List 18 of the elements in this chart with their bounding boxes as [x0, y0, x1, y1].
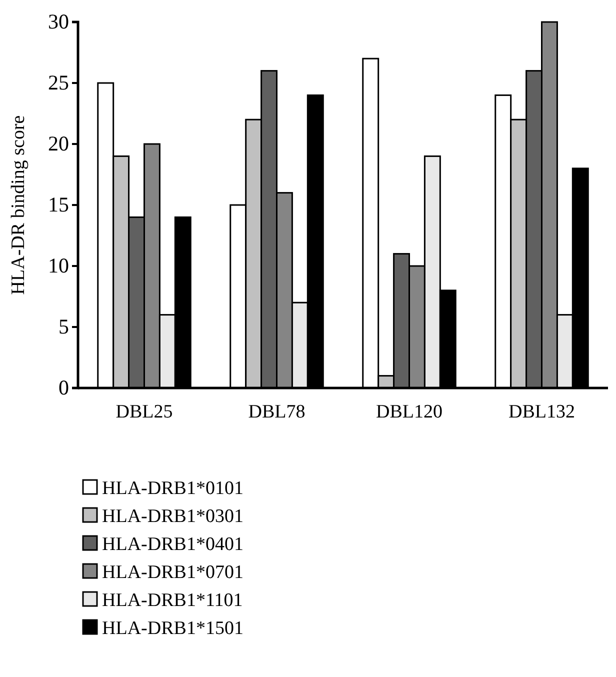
- y-tick-label: 10: [48, 254, 69, 278]
- y-tick-label: 0: [58, 376, 69, 400]
- legend-label: HLA-DRB1*0401: [102, 534, 244, 555]
- legend-label: HLA-DRB1*1101: [102, 590, 243, 611]
- legend-label: HLA-DRB1*0301: [102, 506, 244, 527]
- y-tick-label: 20: [48, 132, 69, 156]
- legend-label: HLA-DRB1*1501: [102, 618, 244, 639]
- x-tick-label: DBL120: [376, 401, 442, 422]
- legend-label: HLA-DRB1*0701: [102, 562, 244, 583]
- y-axis-title: HLA-DR binding score: [8, 115, 29, 295]
- x-tick-label: DBL78: [248, 401, 306, 422]
- y-tick-label: 30: [48, 10, 69, 34]
- y-tick-label: 15: [48, 192, 69, 217]
- x-tick-label: DBL132: [508, 401, 575, 422]
- legend-label: HLA-DRB1*0101: [102, 478, 244, 499]
- y-tick-label: 25: [48, 70, 69, 95]
- x-tick-label: DBL25: [116, 401, 173, 422]
- y-tick-label: 5: [58, 314, 69, 339]
